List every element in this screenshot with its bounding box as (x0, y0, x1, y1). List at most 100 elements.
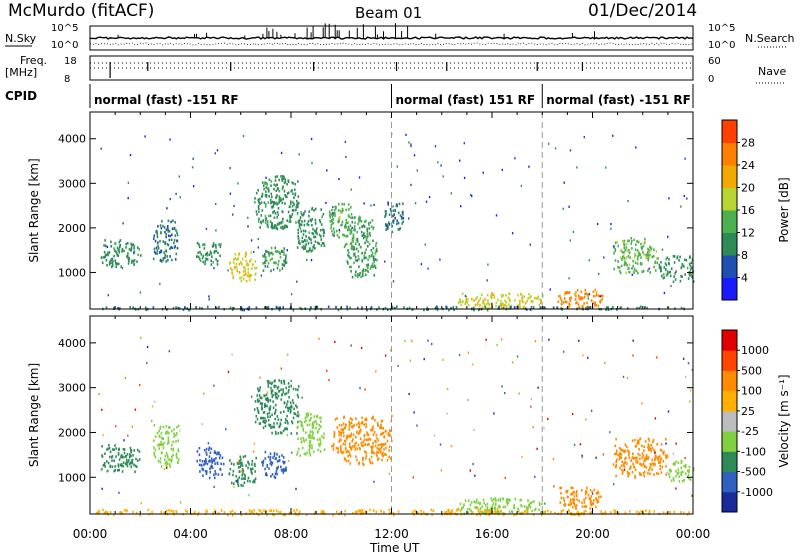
data-cell (182, 308, 185, 312)
data-cell (307, 250, 310, 253)
data-cell (625, 246, 628, 249)
data-cell (331, 233, 334, 236)
data-cell (282, 471, 285, 474)
data-cell (479, 513, 482, 517)
data-cell (114, 469, 117, 472)
data-cell (168, 234, 170, 237)
data-cell (641, 444, 643, 448)
data-cell (158, 444, 160, 447)
data-cell (119, 463, 122, 467)
data-cell (241, 474, 243, 477)
data-cell (321, 509, 324, 513)
data-cell (370, 249, 373, 252)
data-cell (202, 474, 204, 478)
data-cell (663, 450, 665, 453)
data-cell (678, 475, 681, 478)
data-cell (674, 278, 677, 281)
data-cell (262, 411, 265, 414)
y-tick-label: 1000 (58, 471, 86, 484)
data-cell (641, 246, 643, 249)
data-cell (665, 268, 667, 271)
colorbar-segment (722, 491, 737, 513)
data-cell (272, 268, 275, 271)
data-cell (294, 193, 296, 197)
data-cell (269, 258, 272, 262)
data-cell (329, 212, 331, 215)
nsearch-tick-top: 10^5 (708, 23, 735, 34)
data-cell (656, 261, 659, 265)
data-cell (214, 462, 216, 465)
data-cell (362, 269, 365, 273)
data-cell (287, 406, 289, 410)
data-cell (175, 510, 177, 513)
data-cell (639, 457, 641, 461)
data-cell (257, 198, 259, 202)
data-cell (200, 253, 203, 256)
data-cell (600, 510, 602, 513)
data-cell (530, 305, 533, 309)
data-cell (138, 450, 141, 453)
data-cell (237, 480, 239, 484)
data-cell (206, 510, 208, 513)
data-cell (221, 456, 224, 460)
data-cell (146, 362, 148, 365)
data-cell (624, 443, 627, 446)
data-cell (344, 457, 346, 460)
data-cell (400, 217, 403, 220)
data-cell (665, 263, 668, 267)
data-cell (617, 244, 619, 248)
data-cell (176, 246, 179, 250)
data-cell (280, 381, 283, 385)
data-cell (157, 247, 160, 250)
data-cell (299, 242, 301, 246)
data-cell (109, 464, 112, 468)
data-cell (317, 448, 320, 452)
data-cell (370, 254, 373, 258)
data-cell (158, 435, 161, 438)
data-cell (239, 461, 242, 464)
data-cell (658, 266, 661, 270)
data-cell (286, 419, 289, 423)
data-cell (366, 236, 369, 239)
cpid-strip: CPID normal (fast) -151 RF normal (fast) … (5, 84, 694, 108)
data-cell (628, 267, 630, 270)
data-cell (354, 445, 356, 448)
data-cell (347, 454, 349, 458)
data-cell (204, 461, 207, 464)
data-cell (306, 423, 309, 427)
data-cell (578, 306, 581, 309)
data-cell (639, 462, 641, 466)
data-cell (258, 394, 261, 397)
data-cell (159, 239, 161, 243)
data-cell (115, 262, 118, 265)
data-cell (487, 263, 489, 266)
data-cell (641, 247, 643, 251)
data-cell (259, 422, 262, 425)
data-cell (159, 427, 161, 430)
data-cell (271, 222, 273, 226)
data-cell (491, 296, 493, 300)
data-cell (630, 237, 632, 240)
data-cell (209, 451, 212, 454)
data-cell (310, 238, 312, 242)
data-cell (173, 432, 175, 435)
data-cell (613, 483, 615, 486)
data-cell (655, 269, 657, 272)
data-cell (290, 420, 293, 423)
data-cell (299, 223, 301, 227)
data-cell (127, 197, 129, 200)
data-cell (623, 251, 625, 254)
data-cell (629, 256, 631, 260)
data-cell (569, 299, 572, 302)
data-cell (573, 443, 576, 446)
data-cell (345, 437, 348, 440)
data-cell (256, 417, 259, 421)
data-cell (261, 402, 263, 405)
data-cell (320, 208, 322, 211)
data-cell (159, 251, 161, 254)
data-cell (345, 221, 347, 225)
data-cell (562, 301, 565, 304)
data-cell (526, 510, 529, 514)
data-cell (378, 425, 381, 429)
data-cell (689, 255, 691, 258)
